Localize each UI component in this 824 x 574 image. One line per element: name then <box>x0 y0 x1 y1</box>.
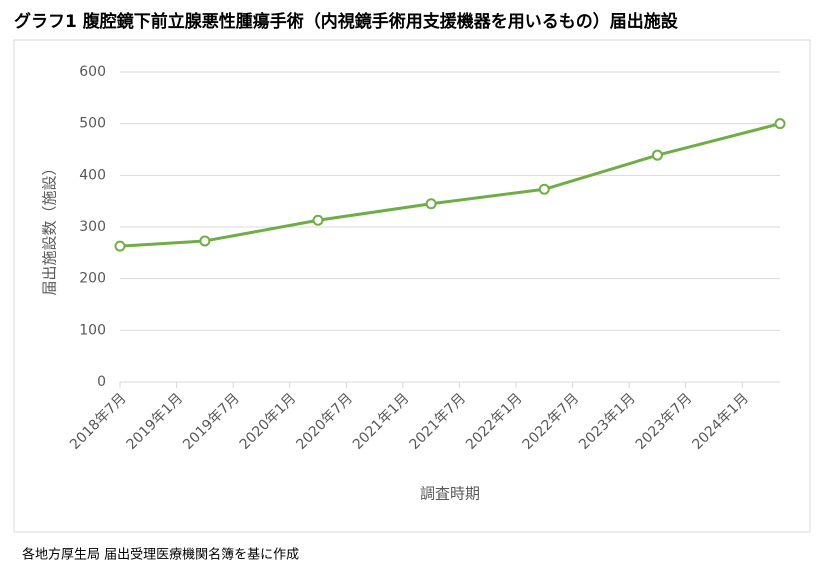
y-axis-title: 届出施設数（施設） <box>41 160 59 295</box>
chart-title: グラフ1 腹腔鏡下前立腺悪性腫瘍手術（内視鏡手術用支援機器を用いるもの）届出施設 <box>14 11 679 32</box>
y-tick-label: 500 <box>79 116 106 132</box>
data-point <box>651 149 663 161</box>
y-tick-label: 600 <box>79 64 106 80</box>
x-axis-title: 調査時期 <box>420 485 480 503</box>
data-point <box>774 118 786 130</box>
data-point <box>114 240 126 252</box>
data-point <box>425 198 437 210</box>
y-tick-label: 400 <box>79 167 106 183</box>
y-tick-label: 100 <box>79 322 106 338</box>
y-tick-label: 300 <box>79 219 106 235</box>
chart-frame <box>13 39 811 533</box>
y-tick-label: 200 <box>79 271 106 287</box>
data-point <box>199 235 211 247</box>
y-tick-label: 0 <box>97 374 106 390</box>
data-point <box>538 183 550 195</box>
source-note: 各地方厚生局 届出受理医療機関名簿を基に作成 <box>22 547 299 563</box>
data-point <box>312 214 324 226</box>
